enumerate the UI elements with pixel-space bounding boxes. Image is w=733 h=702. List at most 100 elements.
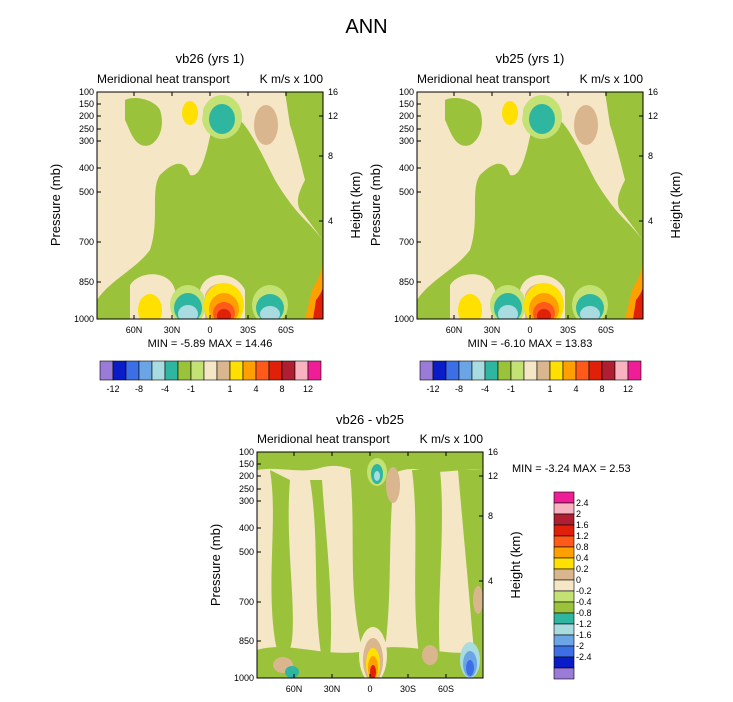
colorbar-swatch [553,502,575,515]
colorbar-swatch [553,568,575,581]
colorbar-label: -4 [161,384,169,394]
x-tick-label: 30N [484,325,501,335]
colorbar-label: -12 [426,384,439,394]
colorbar-label: 1 [227,384,232,394]
x-tick-label: 30N [164,325,181,335]
x-tick-label: 30S [240,325,256,335]
colorbar-swatch [553,491,575,504]
y-tick-label: 250 [79,124,94,134]
colorbar-label: -12 [106,384,119,394]
y-tick-label: 150 [239,459,254,469]
axis-ticks [417,91,643,320]
y-tick-label: 200 [239,471,254,481]
colorbar-swatch [553,535,575,548]
contour-red-center-low [370,665,376,678]
left-axis-ticks [257,451,261,679]
y-right-tick-label: 4 [328,216,333,226]
contour-green-main [417,105,643,319]
contour-green-topleft [125,98,162,146]
y-axis-label: Pressure (mb) [208,524,223,606]
x-tick-label: 0 [207,325,212,335]
x-tick-label: 60N [286,684,303,694]
y-tick-labels: 100 150 200 250 300 400 500 700 850 1000 [234,447,254,683]
contour-cyan-bottom1 [178,305,198,319]
x-tick-label: 0 [527,325,532,335]
bottom-axis-ticks [293,452,447,678]
y-axis-label: Pressure (mb) [48,164,63,246]
panel-left-label: Meridional heat transport [97,72,230,86]
colorbar-swatch [553,656,575,669]
colorbar-swatch [627,360,642,381]
y-tick-label: 300 [399,136,414,146]
x-tick-labels: 60N 30N 0 30S 60S [286,684,454,694]
y-right-tick-label: 12 [328,111,338,121]
left-axis-ticks [417,91,421,320]
colorbar-label: 4 [573,384,578,394]
contour-red-center [217,309,231,319]
x-tick-label: 30N [324,684,341,694]
contour-teal-upper [529,104,555,134]
y-tick-label: 1000 [74,314,94,324]
contour-cyan-bottom1 [498,305,518,319]
contour-yellow-bottom-left [138,294,162,319]
axis-ticks [97,91,323,320]
contour-field [417,92,643,319]
contour-red-edge [313,285,323,319]
colorbar: -12 -8 -4 -1 1 4 8 12 [419,360,642,394]
y-tick-label: 400 [239,523,254,533]
y-right-tick-label: 4 [648,216,653,226]
y-right-tick-label: 8 [648,151,653,161]
panel-title: vb26 - vb25 [336,412,404,427]
contour-field [97,92,323,319]
colorbar-swatch [553,546,575,559]
colorbar-label: 12 [623,384,633,394]
colorbar-label: 2.4 [576,498,589,508]
y-tick-label: 300 [79,136,94,146]
y-right-tick-label: 16 [488,447,498,457]
contour-teal-upper [209,104,235,134]
contour-green-right [605,92,643,240]
colorbar-swatch [553,623,575,636]
y-right-tick-label: 4 [488,576,493,586]
y-tick-label: 500 [399,187,414,197]
y-tick-label: 500 [79,187,94,197]
colorbar-swatch [553,557,575,570]
x-tick-label: 60S [438,684,454,694]
colorbar-label: 0.4 [576,553,589,563]
y-tick-label: 850 [399,277,414,287]
y-right-tick-label: 12 [648,111,658,121]
y-tick-label: 200 [399,111,414,121]
colorbar-swatch [553,645,575,658]
colorbar-label: -1 [187,384,195,394]
y-tick-label: 250 [399,124,414,134]
panel-right-label: K m/s x 100 [580,72,644,86]
contour-field [257,452,483,678]
y-right-tick-label: 12 [488,471,498,481]
y-right-tick-label: 16 [648,87,658,97]
right-axis-ticks [479,451,483,582]
x-tick-label: 30S [560,325,576,335]
contour-green-vertical-mid [310,480,332,660]
colorbar-swatch [553,634,575,647]
y-tick-label: 100 [399,87,414,97]
y-tick-label: 400 [399,163,414,173]
contour-blue-right-edge [466,660,474,676]
panel-left-label: Meridional heat transport [417,72,550,86]
y-right-axis-label: Height (km) [508,531,523,598]
y-tick-label: 500 [239,547,254,557]
colorbar-label: 2 [576,509,581,519]
colorbar-label: -1 [507,384,515,394]
colorbar-swatch [553,667,575,680]
y-right-tick-label: 8 [328,151,333,161]
colorbar-label: 1 [547,384,552,394]
colorbar-label: -1.2 [576,619,592,629]
x-tick-labels: 60N 30N 0 30S 60S [126,325,294,335]
colorbar-swatch [553,590,575,603]
y-tick-label: 700 [399,237,414,247]
x-tick-label: 60N [126,325,143,335]
panel-title: vb26 (yrs 1) [176,51,245,66]
x-tick-label: 60S [598,325,614,335]
colorbar-label: -4 [481,384,489,394]
colorbar-swatch [553,524,575,537]
